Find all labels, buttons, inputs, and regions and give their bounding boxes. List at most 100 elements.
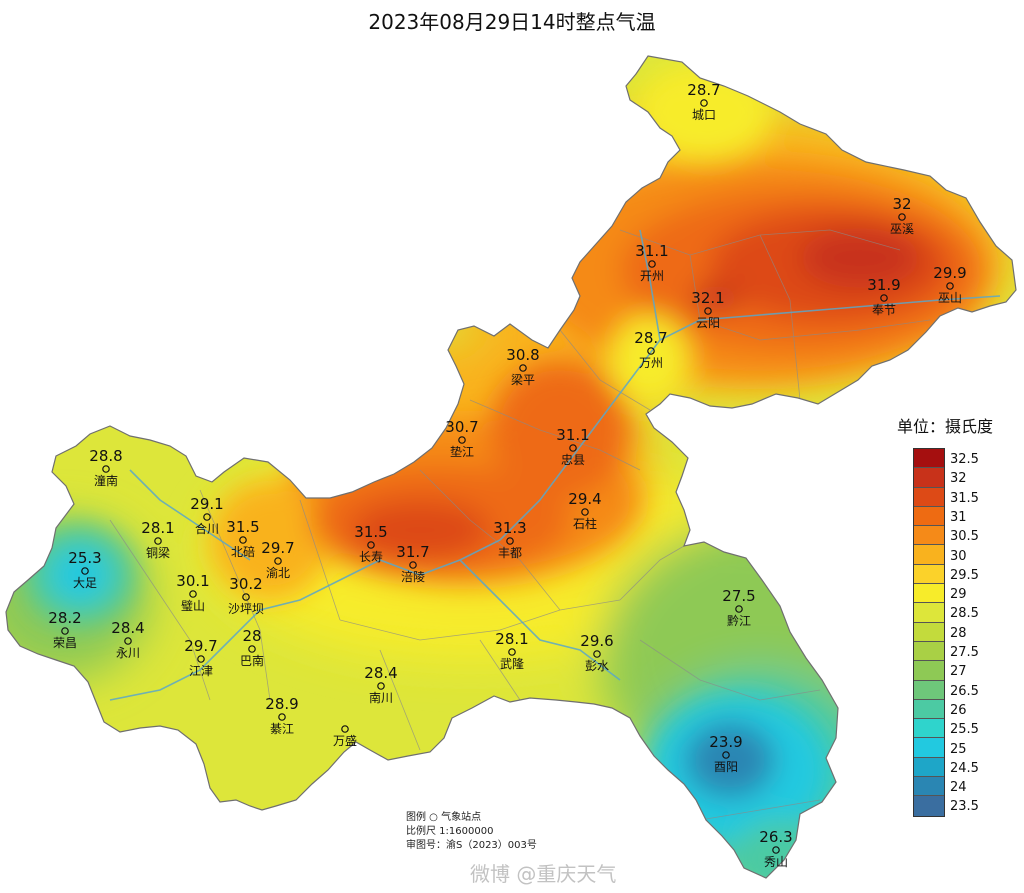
station-marker: 28.4 永川	[111, 619, 144, 660]
legend-label: 24	[950, 780, 967, 796]
station-dot	[946, 282, 954, 290]
station-marker: 28.9 綦江	[265, 695, 298, 736]
legend-label: 29	[950, 587, 967, 603]
station-dot	[700, 99, 708, 107]
map-title: 2023年08月29日14时整点气温	[368, 10, 656, 34]
legend-swatch	[914, 526, 944, 546]
legend-label: 23.5	[950, 799, 979, 815]
station-dot	[519, 364, 527, 372]
station-dot	[341, 725, 349, 733]
station-marker: 31.5 长寿	[354, 523, 387, 564]
station-marker: 25.3 大足	[68, 549, 101, 590]
station-name: 沙坪坝	[228, 602, 264, 616]
legend-swatch	[914, 564, 944, 585]
legend-label: 32.5	[950, 452, 979, 467]
legend-label: 31.5	[950, 490, 979, 506]
station-marker: 28.4 南川	[364, 664, 397, 705]
station-name: 合川	[195, 521, 219, 536]
station-temperature: 31.7	[396, 543, 429, 561]
station-marker: 29.1 合川	[190, 495, 223, 536]
station-name: 巫山	[938, 291, 962, 305]
legend-label: 26.5	[950, 683, 979, 699]
station-dot	[880, 294, 888, 302]
legend-swatch	[914, 468, 944, 488]
station-marker: 30.8 梁平	[506, 346, 539, 387]
legend-label: 25	[950, 741, 967, 757]
station-temperature: 29.4	[568, 490, 601, 508]
station-temperature: 29.1	[190, 495, 223, 513]
temperature-field	[6, 56, 1016, 878]
station-marker: 28 巴南	[240, 627, 264, 668]
station-dot	[581, 508, 589, 516]
station-name: 南川	[369, 690, 393, 705]
station-temperature: 32.1	[691, 289, 724, 307]
station-temperature: 32	[892, 195, 911, 213]
station-name: 璧山	[181, 598, 205, 613]
legend-swatch	[914, 545, 944, 565]
station-name: 巫溪	[890, 222, 914, 236]
station-temperature: 28.7	[687, 81, 720, 99]
notes-legend-line: 图例 ○ 气象站点	[406, 812, 482, 823]
station-dot	[274, 557, 282, 565]
station-dot	[506, 537, 514, 545]
station-temperature: 29.7	[261, 539, 294, 557]
station-temperature: 31.9	[867, 276, 900, 294]
station-name: 梁平	[511, 372, 535, 387]
station-temperature: 28.8	[89, 447, 122, 465]
station-marker: 28.7 万州	[634, 329, 667, 370]
station-temperature: 30.8	[506, 346, 539, 364]
station-temperature: 30.2	[229, 575, 262, 593]
station-dot	[569, 444, 577, 452]
station-name: 铜梁	[146, 545, 170, 560]
station-temperature: 29.6	[580, 632, 613, 650]
legend-swatch	[914, 603, 944, 623]
station-temperature: 31.3	[493, 519, 526, 537]
station-name: 城口	[692, 108, 716, 122]
station-temperature: 28.4	[364, 664, 397, 682]
station-marker: 32 巫溪	[890, 195, 914, 236]
notes-approval-line: 审图号：渝S（2023）003号	[406, 840, 537, 851]
station-name: 云阳	[696, 316, 720, 330]
legend-swatch	[914, 622, 944, 642]
legend-swatch	[914, 449, 944, 469]
station-marker: 28.1 武隆	[495, 630, 528, 671]
station-dot	[81, 567, 89, 575]
station-name: 永川	[116, 646, 140, 660]
station-marker: 万盛	[333, 725, 357, 748]
legend-swatch	[914, 777, 944, 797]
station-dot	[704, 307, 712, 315]
station-temperature: 29.7	[184, 637, 217, 655]
legend-swatch	[914, 661, 944, 681]
station-dot	[189, 590, 197, 598]
legend-swatch	[914, 680, 944, 700]
rivers	[109, 229, 1001, 701]
station-temperature: 23.9	[709, 733, 742, 751]
map-notes: 图例 ○ 气象站点 比例尺 1:1600000 审图号：渝S（2023）003号	[406, 811, 537, 853]
station-dot	[898, 213, 906, 221]
station-name: 彭水	[585, 659, 609, 673]
legend-swatch	[914, 641, 944, 662]
station-dot	[242, 593, 250, 601]
station-name: 渝北	[266, 565, 290, 580]
legend-label: 24.5	[950, 760, 979, 776]
station-marker: 31.5 北碚	[226, 518, 259, 559]
station-temperature: 25.3	[68, 549, 101, 567]
legend-swatch	[914, 719, 944, 739]
station-temperature: 30.1	[176, 572, 209, 590]
station-marker: 27.5 黔江	[722, 587, 755, 628]
legend-swatch	[914, 796, 944, 816]
station-marker: 30.2 沙坪坝	[228, 575, 264, 616]
station-dot	[248, 645, 256, 653]
station-name: 秀山	[764, 855, 788, 869]
station-marker: 30.1 璧山	[176, 572, 209, 613]
legend-title: 单位：摄氏度	[897, 417, 994, 436]
station-name: 酉阳	[714, 760, 738, 774]
station-dot	[102, 465, 110, 473]
station-name: 万州	[639, 356, 663, 370]
station-dot	[508, 648, 516, 656]
station-marker: 23.9 酉阳	[709, 733, 742, 774]
station-temperature: 31.1	[556, 426, 589, 444]
station-marker: 28.1 铜梁	[141, 519, 174, 560]
station-dot	[367, 541, 375, 549]
